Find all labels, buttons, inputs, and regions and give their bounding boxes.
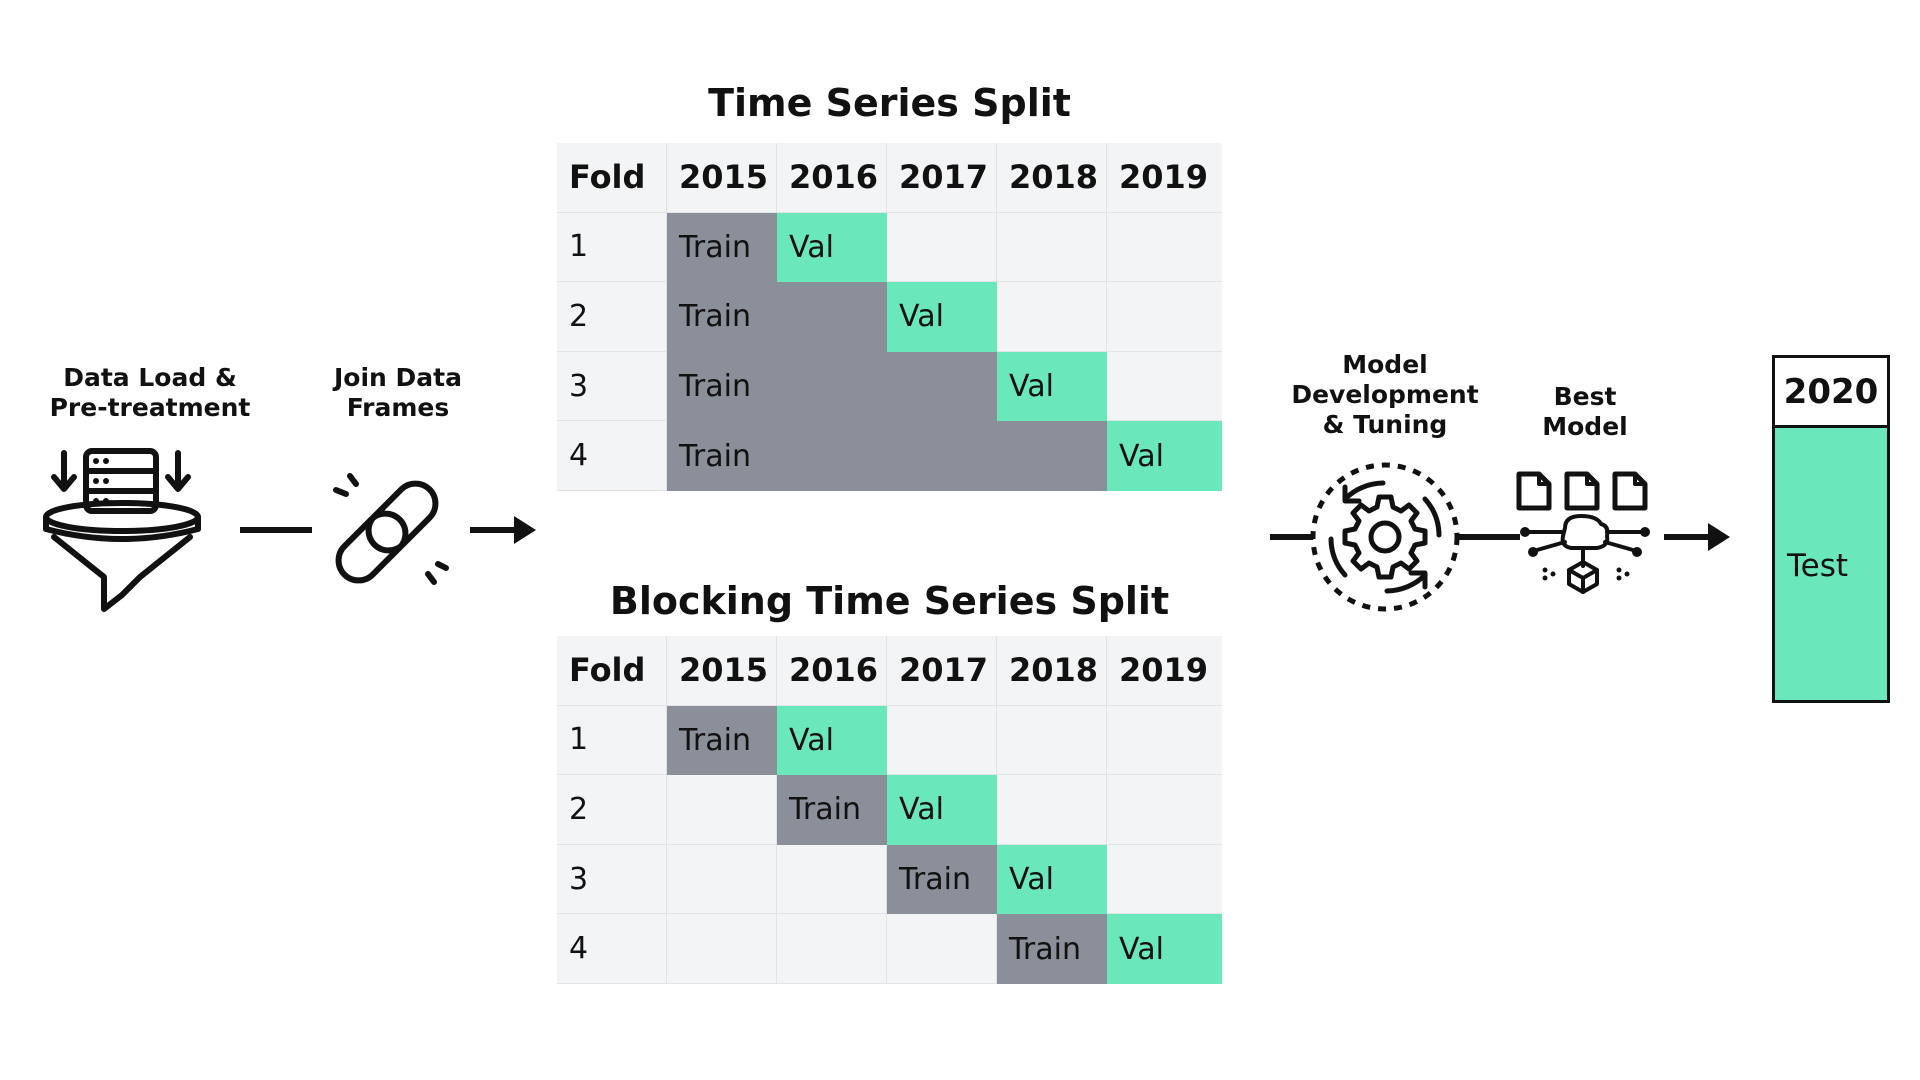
tss-val-segment: Val [997,351,1107,422]
test-year: 2020 [1775,358,1887,428]
btss-empty-cell [1107,775,1222,844]
btss-train-segment: Train [997,914,1107,984]
btss-empty-cell [997,775,1107,844]
btss-header-cell: 2018 [997,636,1107,705]
tss-train-segment: Train [667,282,887,352]
tss-header-cell: 2019 [1119,158,1209,197]
btss-fold-number: 4 [557,914,667,983]
btss-val-segment: Val [997,844,1107,915]
btss-val-segment: Val [887,775,997,845]
chain-link-icon [333,473,449,585]
time-series-split-table: Fold 2015 2016 2017 2018 2019 1 Train Val 2 Train V… [557,143,1222,491]
tss-empty-cell [1107,282,1222,351]
funnel-database-icon [43,448,201,612]
btss-empty-cell [887,705,997,775]
btss-header-cell: 2015 [667,636,777,705]
btss-header-cell: 2019 [1119,651,1209,690]
tss-header-cell: 2017 [887,143,997,212]
tss-train-segment: Train [667,212,777,283]
documents-network-icon [1516,471,1650,594]
tss-empty-cell [997,212,1107,282]
data-load-label: Data Load & Pre-treatment [49,363,251,422]
tss-header-cell: Fold [557,143,667,212]
blocking-time-series-split-table: Fold 2015 2016 2017 2018 2019 1 Train Val 2 Train V… [557,636,1222,984]
tss-empty-cell [997,282,1107,351]
btss-header-row: Fold 2015 2016 2017 2018 2019 [557,636,1222,706]
btss-train-segment: Train [887,844,997,915]
best-model-label: Best Model [1542,382,1628,441]
btss-empty-cell [667,914,777,983]
connector-line [1500,534,1520,540]
tss-fold-number: 4 [557,421,667,490]
btss-empty-cell [667,775,777,844]
btss-val-segment: Val [1107,914,1222,984]
tss-train-segment: Train [667,421,1107,491]
tss-fold-number: 3 [557,351,667,421]
arrow-right-icon [1664,523,1730,551]
btss-empty-cell [887,914,997,983]
btss-train-segment: Train [777,775,887,845]
blocking-time-series-split-title: Blocking Time Series Split [609,579,1170,623]
test-box: 2020 Test [1772,355,1890,703]
tss-header-cell: 2015 [667,143,777,212]
tss-val-segment: Val [887,282,997,352]
tss-empty-cell [887,212,997,282]
connector-line [240,527,312,533]
model-development-label: Model Development & Tuning [1291,350,1479,439]
btss-train-segment: Train [667,705,777,776]
btss-empty-cell [777,844,887,914]
btss-fold-number: 3 [557,844,667,914]
tss-header-cell: 2016 [777,143,887,212]
tss-fold-row: 1 [557,212,1222,283]
btss-header-cell: Fold [557,636,667,705]
btss-empty-cell [667,844,777,914]
tss-val-segment: Val [777,212,887,283]
btss-header-cell: 2016 [777,636,887,705]
tss-train-segment: Train [667,351,997,422]
btss-empty-cell [1107,845,1222,914]
tss-header-row: Fold 2015 2016 2017 2018 2019 [557,143,1222,213]
tss-fold-number: 1 [557,212,667,282]
tss-val-segment: Val [1107,421,1222,491]
btss-empty-cell [777,914,887,983]
btss-val-segment: Val [777,705,887,776]
tss-header-cell: 2018 [997,143,1107,212]
btss-fold-row: 1 [557,705,1222,776]
btss-empty-cell [997,705,1107,775]
btss-empty-cell [1107,706,1222,775]
gear-cycle-icon [1310,462,1460,612]
test-label: Test [1787,548,1849,584]
tss-empty-cell [1107,213,1222,282]
tss-empty-cell [1107,352,1222,421]
arrow-right-icon [470,516,536,544]
tss-fold-number: 2 [557,282,667,351]
btss-fold-number: 2 [557,775,667,844]
join-label: Join Data Frames [334,363,462,422]
btss-fold-number: 1 [557,705,667,775]
btss-header-cell: 2017 [887,636,997,705]
btss-fold-row: 4 [557,914,1222,984]
time-series-split-title: Time Series Split [708,81,1071,125]
